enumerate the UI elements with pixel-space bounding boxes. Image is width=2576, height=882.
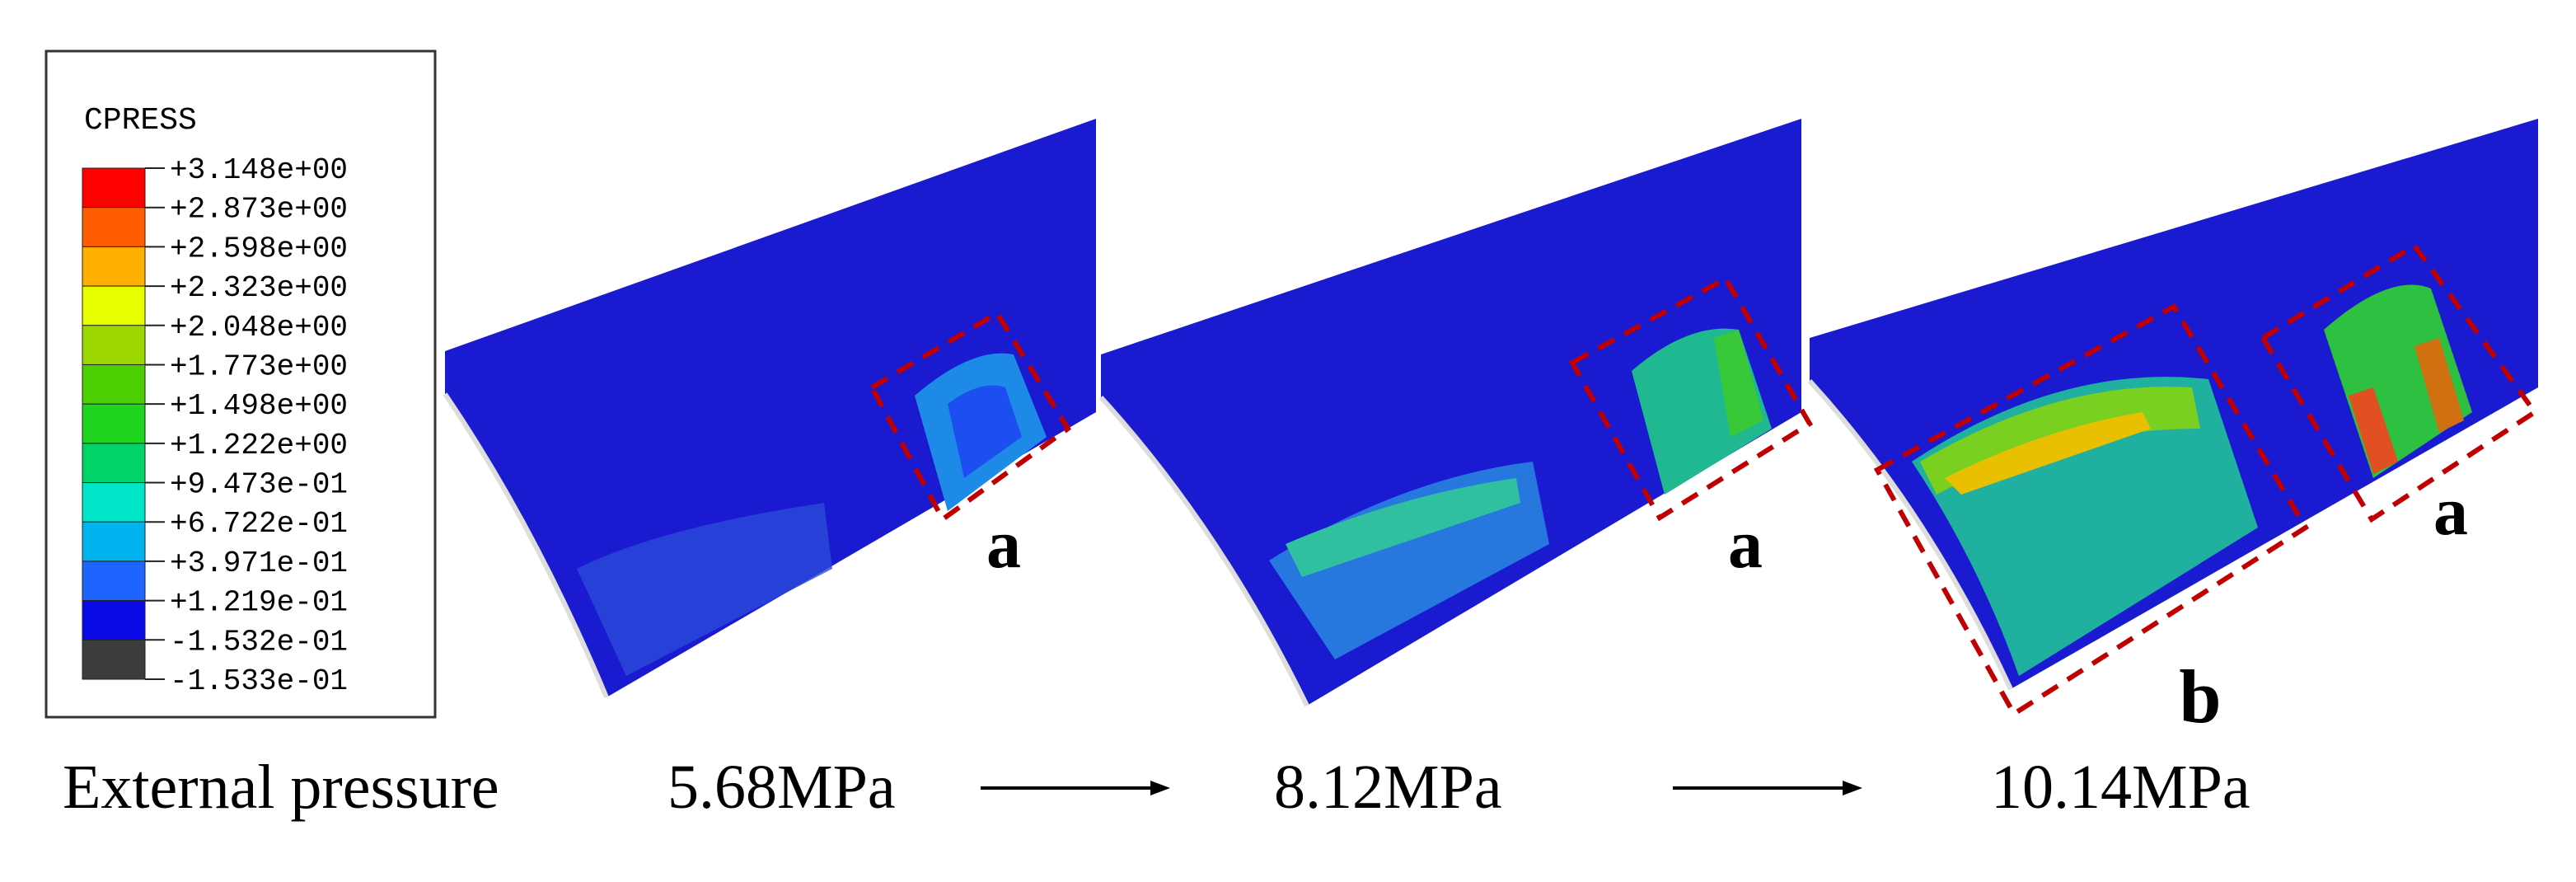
legend-swatch [82,639,146,680]
panel-label: a [2433,473,2468,550]
legend-label: +9.473e-01 [170,468,348,502]
dashed-box [1873,303,2310,718]
legend-label: +1.222e+00 [170,429,348,462]
dashed-box [868,309,1072,523]
legend-label: +1.773e+00 [170,350,348,383]
legend-swatch [82,246,146,287]
legend-swatch [82,403,146,444]
panel-2 [1098,119,1814,707]
legend-label: +6.722e-01 [170,507,348,541]
legend-label: +1.498e+00 [170,389,348,423]
legend-swatch [82,443,146,484]
legend-label: +2.048e+00 [170,311,348,345]
pressure-label: 8.12MPa [1274,753,1502,822]
legend: +3.148e+00 +2.873e+00 +2.598e+00 +2.323e+00… [82,153,348,698]
edge [1098,395,1309,707]
legend-label: +3.971e-01 [170,547,348,580]
edge [1807,378,2013,691]
legend-label: +2.598e+00 [170,232,348,265]
contour [948,385,1022,478]
legend-swatch [82,207,146,247]
panel-1 [443,119,1096,699]
panel-label: a [986,506,1021,583]
edge [443,392,609,699]
shell [445,119,1096,697]
pressure-label: 10.14MPa [1991,753,2250,822]
contour [577,503,832,676]
legend-label: +2.873e+00 [170,193,348,227]
legend-swatch [82,285,146,326]
panel-label: a [1728,506,1763,583]
contour [1945,412,2151,495]
contour [1714,330,1763,437]
legend-swatch [82,521,146,562]
legend-swatch [82,561,146,602]
legend-label: +1.219e-01 [170,586,348,620]
legend-title: CPRESS [84,103,197,138]
legend-swatch [82,167,146,209]
pressure-label: 5.68MPa [667,753,896,822]
legend-label: -1.533e-01 [170,664,348,698]
legend-swatch [82,600,146,640]
contour [2414,338,2464,433]
arrow [981,781,1170,795]
panel-label: b [2179,654,2221,739]
panel-3 [1807,119,2539,718]
legend-swatch [82,482,146,523]
legend-label: +2.323e+00 [170,271,348,305]
dashed-box [1568,274,1814,522]
contour [1286,478,1520,577]
legend-swatch [82,364,146,405]
caption-label: External pressure [63,753,499,822]
legend-swatch [82,325,146,365]
contour [2349,387,2398,474]
arrow [1673,781,1862,795]
legend-label: +3.148e+00 [170,153,348,187]
legend-label: -1.532e-01 [170,625,348,659]
